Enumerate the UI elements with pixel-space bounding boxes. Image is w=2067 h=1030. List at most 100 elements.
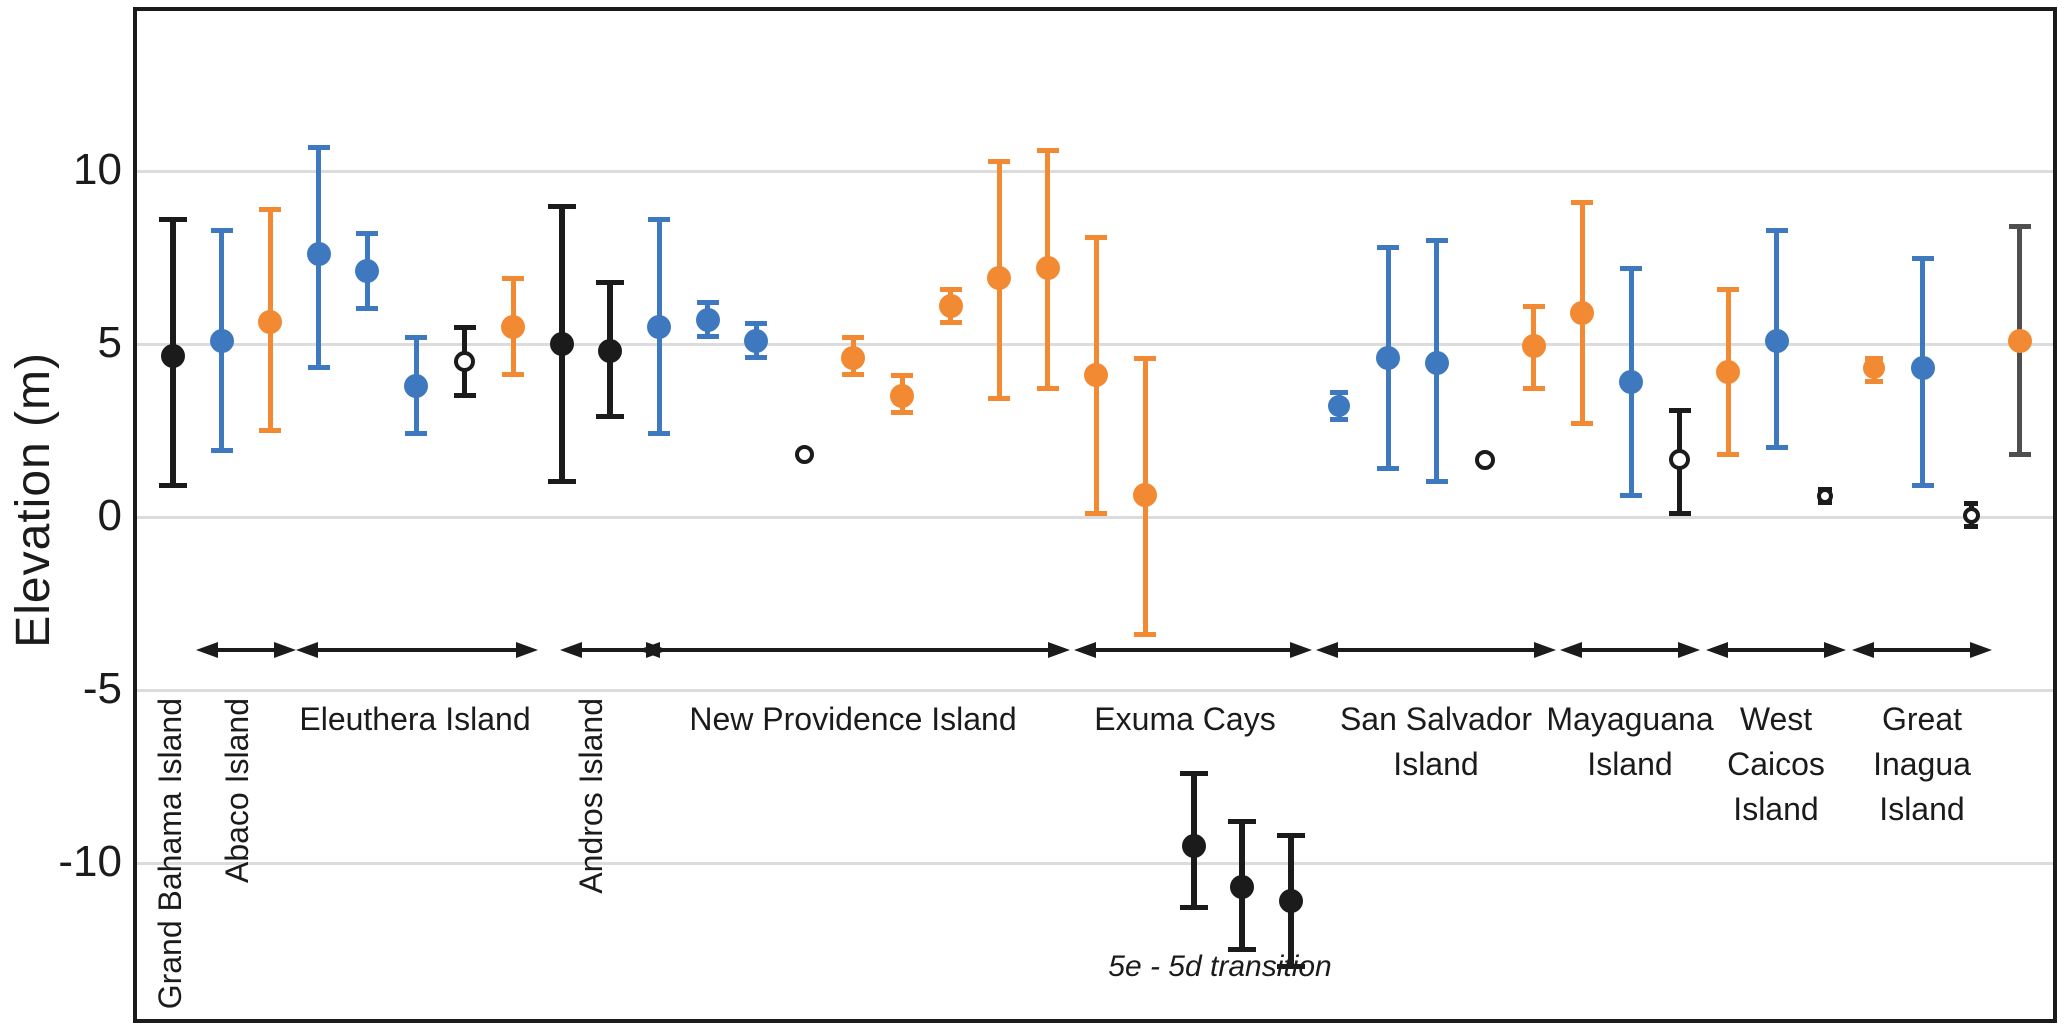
island-label-line: San Salvador [1339,701,1533,737]
arrow-right-icon [1534,642,1556,658]
error-bar-cap-bottom [891,410,913,416]
data-point-marker [1084,363,1109,388]
arrow-left-icon [1560,642,1582,658]
error-bar-cap-top [259,207,282,213]
error-bar-cap-top [356,231,379,237]
open-circle-marker [1669,449,1691,471]
island-range-arrow [1090,648,1296,652]
island-label-line: Eleuthera Island [299,701,531,737]
island-label-line: Island [1733,791,1819,827]
island-label-line: Caicos [1727,746,1825,782]
arrow-right-icon [516,642,538,658]
island-range-arrow [1722,648,1830,652]
error-bar-cap-bottom [1330,417,1349,423]
data-point-marker [695,307,720,332]
error-bar-cap-top [1179,771,1208,777]
island-label-line: New Providence Island [689,701,1017,737]
island-label-line: Island [1879,791,1965,827]
error-bar-cap-bottom [502,372,525,378]
island-range-arrow [1868,648,1976,652]
error-bar-cap-top [988,158,1011,164]
data-point-marker [1716,359,1741,384]
island-label: West Caicos Island [1526,697,2026,832]
error-bar-cap-bottom [1425,479,1448,485]
error-bar-cap-top [1228,819,1257,825]
error-bar-cap-top [1522,303,1545,309]
error-bar-cap-bottom [1134,631,1156,637]
open-circle-marker [454,350,476,372]
error-bar-cap-top [891,373,913,379]
island-label: New Providence Island [603,697,1103,742]
data-point-marker [1910,356,1935,381]
data-point-marker [1764,328,1789,353]
gridline [135,170,2055,173]
data-point-marker [1424,351,1449,376]
error-bar-cap-top [2008,224,2031,230]
arrow-right-icon [1290,642,1312,658]
data-point-marker [1328,395,1351,418]
data-point-marker [890,383,914,408]
y-tick-label: -5 [82,664,122,713]
error-bar-cap-bottom [259,427,282,433]
error-bar-cap-bottom [159,482,187,488]
island-label-line: Mayaguana [1546,701,1714,737]
data-point-marker [987,266,1012,291]
data-point-marker [841,345,866,370]
data-point-marker [744,328,769,353]
error-bar-cap-top [547,203,576,209]
island-range-arrow [312,648,522,652]
error-bar-cap-bottom [1717,451,1740,457]
error-bar-cap-top [745,321,768,327]
island-label: San Salvador Island [1186,697,1686,787]
data-point-marker [1181,833,1206,858]
data-point-marker [1278,889,1303,914]
error-bar-cap-bottom [988,396,1011,402]
error-bar-cap-top [1134,355,1156,361]
data-point-marker [306,242,331,267]
error-bar-cap-bottom [405,430,427,436]
y-tick-label: 10 [73,145,122,194]
island-label-line: Exuma Cays [1094,701,1276,737]
arrow-left-icon [638,642,660,658]
arrow-right-icon [1970,642,1992,658]
error-bar-cap-bottom [1228,946,1257,952]
data-point-marker [549,332,574,356]
arrow-left-icon [1316,642,1338,658]
data-point-marker [161,344,185,369]
arrow-left-icon [296,642,318,658]
error-bar-cap-bottom [1276,963,1305,969]
data-point-marker [1570,300,1595,325]
error-bar-cap-bottom [1865,379,1883,385]
error-bar-cap-bottom [453,392,476,398]
gridline [135,862,2055,865]
error-bar-cap-bottom [1668,510,1691,516]
arrow-left-icon [560,642,582,658]
island-label: Mayaguana Island [1380,697,1880,787]
error-bar-cap-top [842,335,865,341]
open-circle-marker [1817,488,1834,505]
error-bar-cap-top [648,217,670,223]
island-label-line: Island [1393,746,1479,782]
data-point-marker [501,314,526,339]
error-bar-cap-top [1036,148,1059,154]
error-bar-cap-top [1085,234,1108,240]
data-point-marker [355,259,380,284]
error-bar-cap-bottom [1085,510,1108,516]
error-bar-cap-bottom [745,354,768,360]
open-circle-marker [795,445,815,465]
error-bar-cap-bottom [210,448,233,454]
error-bar-cap-bottom [596,413,625,419]
data-point-marker [209,328,234,353]
error-bar-cap-top [1620,265,1642,271]
error-bar-cap-top [1668,407,1691,413]
error-bar-cap-top [696,300,719,306]
gridline [135,516,2055,519]
error-bar-cap-bottom [842,372,865,378]
island-label-line: Inagua [1873,746,1971,782]
error-bar-cap-top [596,279,625,285]
error-bar-cap-top [1964,501,1979,507]
arrow-left-icon [1852,642,1874,658]
error-bar-cap-bottom [356,306,379,312]
island-label: Eleuthera Island [165,697,665,742]
error-bar-cap-top [1571,200,1594,206]
